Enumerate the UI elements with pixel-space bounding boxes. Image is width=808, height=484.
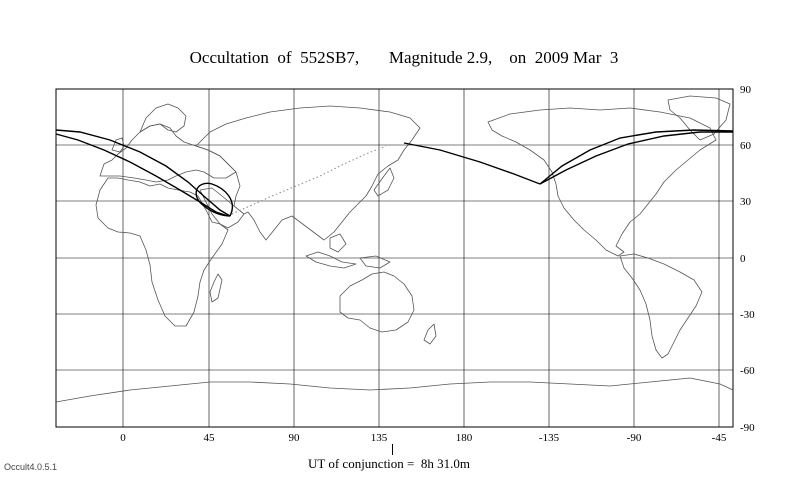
y-tick: -90 (740, 422, 755, 434)
graticule (56, 89, 733, 427)
occultation-path-east (403, 129, 734, 185)
new-zealand-coast (423, 323, 437, 345)
y-tick: -60 (740, 365, 755, 377)
madagascar-coast (209, 273, 223, 303)
asia-coast (195, 105, 421, 241)
y-tick: 60 (740, 140, 752, 152)
x-tick: 0 (120, 432, 126, 444)
x-tick: 90 (289, 432, 301, 444)
africa-coast (95, 177, 229, 327)
x-tick: 180 (456, 432, 473, 444)
version-label: Occult4.0.5.1 (4, 462, 58, 472)
indonesia-coast (305, 251, 357, 269)
australia-coast (339, 271, 415, 333)
south-america-coast (619, 253, 703, 359)
central-track (231, 145, 387, 215)
new-guinea-coast (359, 255, 391, 269)
x-tick: 45 (204, 432, 216, 444)
x-tick: -45 (712, 432, 727, 444)
y-tick: 0 (740, 253, 746, 265)
greenland-coast (667, 95, 731, 141)
japan-coast (373, 167, 395, 197)
y-tick: 30 (740, 196, 752, 208)
x-tick: -135 (539, 432, 560, 444)
map-title: Occultation of 552SB7, Magnitude 2.9, on… (189, 48, 619, 67)
x-tick: 135 (371, 432, 388, 444)
utc-conjunction-label: UT of conjunction = 8h 31.0m (308, 456, 470, 471)
x-axis-labels: 0 45 90 135 180 -135 -90 -45 (120, 432, 727, 444)
antarctica-coast (55, 377, 734, 403)
coastlines (55, 95, 734, 403)
x-tick: -90 (627, 432, 642, 444)
occultation-path-west (55, 129, 233, 217)
europe-coast (99, 123, 237, 183)
scandinavia-coast (139, 103, 187, 133)
y-axis-labels: 90 60 30 0 -30 -60 -90 (740, 84, 755, 434)
y-tick: -30 (740, 309, 755, 321)
borneo-coast (329, 233, 347, 253)
conjunction-marker (392, 444, 393, 455)
y-tick: 90 (740, 84, 752, 96)
north-america-coast (487, 107, 717, 257)
